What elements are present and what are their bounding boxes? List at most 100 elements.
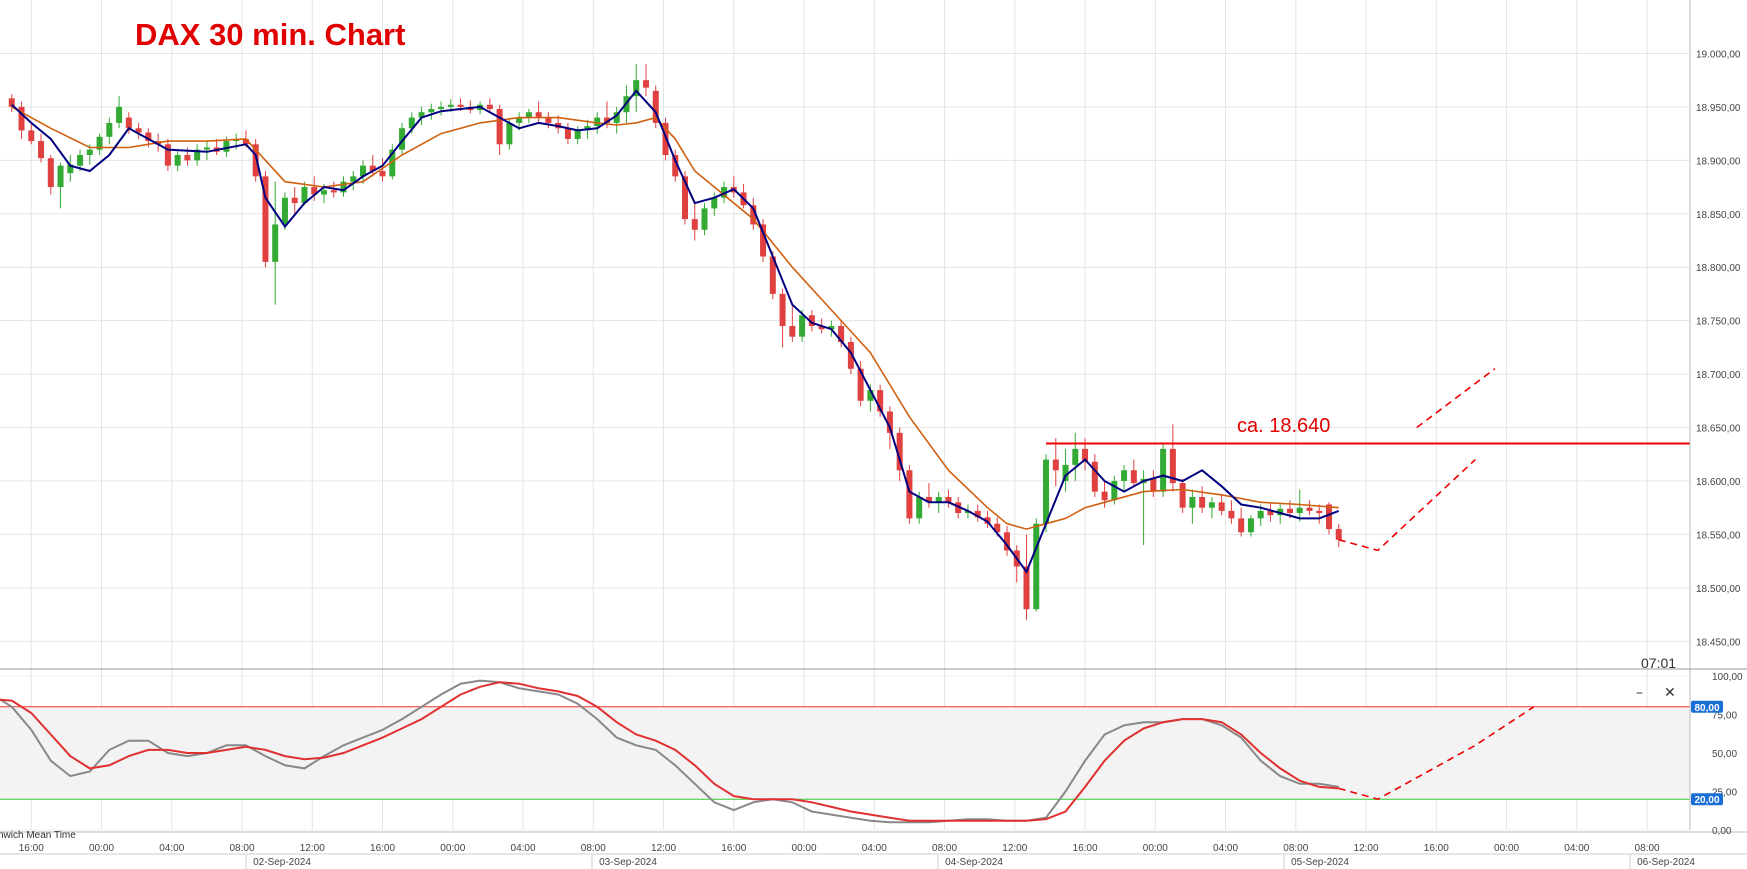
projection-dashed-line-upper <box>1416 368 1496 429</box>
candle-body <box>691 219 698 230</box>
candle-body <box>1238 518 1245 533</box>
ema-fast-line <box>11 89 1340 574</box>
candle-body <box>1003 532 1010 551</box>
projection-dashed-line <box>1338 459 1476 552</box>
candle-body <box>8 98 15 107</box>
candle-body <box>389 149 396 177</box>
panel-controls: – ✕ <box>1636 685 1676 701</box>
candle-body <box>945 496 952 503</box>
candle-body <box>311 187 318 195</box>
candle-body <box>399 128 406 150</box>
candle-body <box>613 112 620 123</box>
timezone-label: nwich Mean Time <box>0 830 76 841</box>
price-plot[interactable] <box>8 64 1690 620</box>
candle-body <box>135 128 142 133</box>
x-tick-label: 00:00 <box>440 843 465 854</box>
candle-body <box>194 149 201 161</box>
x-tick-label: 04:00 <box>159 843 184 854</box>
x-tick-label: 08:00 <box>581 843 606 854</box>
candle-body <box>867 390 874 401</box>
candle-body <box>1169 448 1176 484</box>
candle-body <box>18 106 25 131</box>
x-tick-label: 08:00 <box>1635 843 1660 854</box>
grid-lines <box>0 0 1690 831</box>
candle-body <box>1062 464 1069 481</box>
x-tick-label: 00:00 <box>1143 843 1168 854</box>
candle-body <box>1052 459 1059 471</box>
candle-body <box>564 128 571 139</box>
candle-body <box>1228 510 1235 519</box>
candle-body <box>525 112 532 118</box>
candle-body <box>506 122 513 145</box>
y-tick-label: 19.000,00 <box>1696 49 1741 60</box>
candle-body <box>1208 502 1215 508</box>
candle-body <box>1247 518 1254 533</box>
candle-body <box>955 502 962 514</box>
x-tick-label: 00:00 <box>89 843 114 854</box>
close-icon[interactable]: ✕ <box>1664 685 1676 701</box>
candle-body <box>1286 508 1293 514</box>
candle-body <box>574 130 581 139</box>
candle-body <box>1316 510 1323 514</box>
candle-body <box>789 325 796 337</box>
osc-y-tick-label: 100,00 <box>1712 672 1743 683</box>
candle-body <box>779 293 786 326</box>
minimize-icon[interactable]: – <box>1636 685 1643 701</box>
candle-body <box>77 154 84 166</box>
candle-body <box>799 315 806 337</box>
candle-body <box>1033 523 1040 610</box>
y-tick-label: 18.950,00 <box>1696 103 1741 114</box>
candle-body <box>828 325 835 330</box>
y-tick-label: 18.750,00 <box>1696 317 1741 328</box>
candle-body <box>1189 496 1196 508</box>
candle-body <box>857 368 864 401</box>
candle-body <box>994 523 1001 533</box>
candle-body <box>974 510 981 518</box>
candle-body <box>242 138 249 145</box>
y-tick-label: 18.650,00 <box>1696 424 1741 435</box>
candle-body <box>603 117 610 123</box>
level-badge <box>1691 793 1723 806</box>
candle-body <box>906 470 913 519</box>
candle-body <box>447 104 454 107</box>
candle-body <box>877 390 884 412</box>
y-tick-label: 18.550,00 <box>1696 530 1741 541</box>
ema-slow-line <box>11 106 1339 530</box>
candle-body <box>1072 448 1079 465</box>
candle-body <box>1179 483 1186 508</box>
candle-body <box>545 117 552 123</box>
x-tick-label: 04:00 <box>1213 843 1238 854</box>
candle-body <box>38 141 45 159</box>
candle-body <box>1325 504 1332 530</box>
x-tick-label: 16:00 <box>1424 843 1449 854</box>
candle-body <box>711 197 718 209</box>
osc-y-tick-label: 25,00 <box>1712 788 1737 799</box>
candle-body <box>116 106 123 123</box>
candle-body <box>642 80 649 88</box>
candle-body <box>223 141 230 152</box>
candle-body <box>1218 502 1225 511</box>
candle-body <box>516 117 523 123</box>
candle-body <box>301 187 308 204</box>
osc-y-tick-label: 75,00 <box>1712 711 1737 722</box>
x-tick-label: 16:00 <box>19 843 44 854</box>
candle-body <box>145 132 152 142</box>
candle-body <box>291 197 298 204</box>
x-date-label: 03-Sep-2024 <box>599 857 657 868</box>
candle-body <box>701 208 708 230</box>
candle-body <box>340 181 347 193</box>
x-tick-label: 16:00 <box>721 843 746 854</box>
candle-body <box>672 154 679 177</box>
x-tick-label: 08:00 <box>1283 843 1308 854</box>
level-badge-label: 20,00 <box>1694 795 1719 806</box>
candle-body <box>750 205 757 225</box>
osc-y-tick-label: 0,00 <box>1712 826 1732 837</box>
candle-body <box>252 144 259 177</box>
level-badge-label: 80,00 <box>1694 703 1719 714</box>
candle-body <box>28 130 35 142</box>
oscillator-band-fill <box>0 706 1690 800</box>
oscillator-plot[interactable] <box>0 679 1535 824</box>
x-tick-label: 08:00 <box>230 843 255 854</box>
candle-body <box>594 117 601 127</box>
